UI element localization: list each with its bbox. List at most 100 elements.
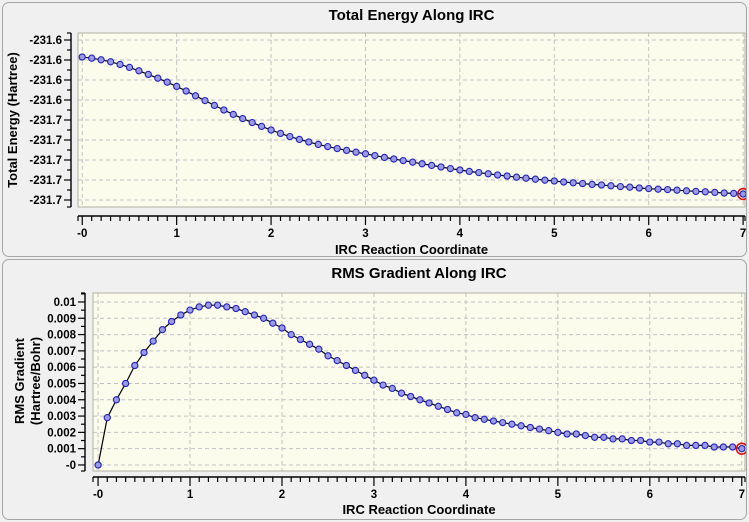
data-point-marker[interactable] <box>167 317 176 326</box>
data-point-marker[interactable] <box>195 303 203 311</box>
data-point-marker[interactable] <box>388 384 396 393</box>
data-point-marker[interactable] <box>201 96 209 105</box>
data-point-marker[interactable] <box>112 396 121 404</box>
data-point-marker[interactable] <box>305 138 313 146</box>
data-point-marker[interactable] <box>257 122 266 131</box>
data-point-marker[interactable] <box>654 185 662 193</box>
data-point-marker[interactable] <box>728 443 737 451</box>
data-point-marker[interactable] <box>663 185 672 194</box>
data-point-marker[interactable] <box>361 150 370 158</box>
data-point-marker[interactable] <box>140 348 148 357</box>
data-point-marker[interactable] <box>154 74 162 82</box>
data-point-marker[interactable] <box>397 389 406 397</box>
data-point-marker[interactable] <box>305 340 314 348</box>
data-point-marker[interactable] <box>163 78 171 86</box>
data-point-marker[interactable] <box>213 301 222 309</box>
data-point-marker[interactable] <box>550 177 558 185</box>
data-point-marker[interactable] <box>94 461 102 469</box>
data-point-marker[interactable] <box>416 396 424 404</box>
data-point-marker[interactable] <box>645 184 653 193</box>
data-point-marker[interactable] <box>241 308 249 316</box>
data-point-marker[interactable] <box>480 415 488 423</box>
data-point-marker[interactable] <box>522 174 530 182</box>
data-point-marker[interactable] <box>531 175 540 183</box>
data-point-marker[interactable] <box>144 70 152 79</box>
data-point-marker[interactable] <box>563 430 571 438</box>
data-point-marker[interactable] <box>276 129 285 138</box>
data-point-marker[interactable] <box>220 106 228 114</box>
data-point-marker[interactable] <box>453 409 461 417</box>
data-point-marker[interactable] <box>503 172 511 180</box>
data-point-marker[interactable] <box>399 156 407 165</box>
data-point-marker[interactable] <box>475 168 483 177</box>
data-point-marker[interactable] <box>223 303 231 311</box>
data-point-marker[interactable] <box>131 361 139 370</box>
plot-area[interactable] <box>93 293 745 471</box>
data-point-marker[interactable] <box>121 379 130 388</box>
data-point-marker[interactable] <box>116 60 124 69</box>
rms-gradient-plot-canvas[interactable]: -0 1 2 3 4 5 6 7 0.01 0.009 0.008 0.007 0.006 0.005 0.… <box>3 260 746 519</box>
data-point-marker[interactable] <box>499 418 507 427</box>
data-point-marker[interactable] <box>103 414 111 422</box>
data-point-marker[interactable] <box>692 441 700 450</box>
data-point-marker[interactable] <box>135 67 143 75</box>
data-point-marker[interactable] <box>578 179 587 188</box>
data-point-marker[interactable] <box>286 132 294 141</box>
data-point-marker[interactable] <box>710 443 718 451</box>
data-point-marker[interactable] <box>701 441 709 450</box>
data-point-marker[interactable] <box>186 306 194 314</box>
data-point-marker[interactable] <box>259 314 268 322</box>
data-point-marker[interactable] <box>437 163 445 171</box>
data-point-marker[interactable] <box>342 361 351 370</box>
data-point-marker[interactable] <box>125 63 134 72</box>
data-point-marker[interactable] <box>361 371 369 379</box>
data-point-marker[interactable] <box>407 392 415 401</box>
data-point-marker[interactable] <box>425 399 433 407</box>
data-point-marker[interactable] <box>149 337 157 345</box>
data-point-marker[interactable] <box>88 54 96 62</box>
data-point-marker[interactable] <box>738 445 746 453</box>
data-point-marker[interactable] <box>590 433 599 441</box>
data-point-marker[interactable] <box>296 335 305 344</box>
data-point-marker[interactable] <box>609 435 617 443</box>
data-point-marker[interactable] <box>287 330 295 339</box>
data-point-marker[interactable] <box>493 171 502 179</box>
data-point-marker[interactable] <box>315 345 323 353</box>
data-point-marker[interactable] <box>739 190 746 198</box>
data-point-marker[interactable] <box>720 189 728 197</box>
data-point-marker[interactable] <box>607 182 615 190</box>
data-point-marker[interactable] <box>711 188 719 197</box>
data-point-marker[interactable] <box>701 188 709 196</box>
data-point-marker[interactable] <box>97 56 105 64</box>
data-point-marker[interactable] <box>517 422 525 430</box>
data-point-marker[interactable] <box>418 160 426 168</box>
data-point-marker[interactable] <box>673 186 681 194</box>
data-point-marker[interactable] <box>380 153 389 162</box>
data-point-marker[interactable] <box>370 376 378 384</box>
data-point-marker[interactable] <box>626 183 634 191</box>
data-point-marker[interactable] <box>379 381 387 389</box>
data-point-marker[interactable] <box>158 326 167 334</box>
data-point-marker[interactable] <box>333 356 341 365</box>
data-point-marker[interactable] <box>635 184 643 192</box>
data-point-marker[interactable] <box>371 151 379 160</box>
selected-point-ring[interactable] <box>735 442 746 455</box>
data-point-marker[interactable] <box>526 423 534 432</box>
data-point-marker[interactable] <box>655 438 663 446</box>
data-point-marker[interactable] <box>248 118 256 127</box>
data-point-marker[interactable] <box>664 440 672 448</box>
data-point-marker[interactable] <box>512 173 521 181</box>
data-point-marker[interactable] <box>191 92 200 100</box>
data-point-marker[interactable] <box>560 178 568 186</box>
data-point-marker[interactable] <box>484 170 492 178</box>
data-point-marker[interactable] <box>78 53 86 61</box>
data-point-marker[interactable] <box>232 304 240 313</box>
data-point-marker[interactable] <box>210 101 219 110</box>
data-point-marker[interactable] <box>692 187 700 196</box>
data-point-marker[interactable] <box>324 142 332 151</box>
data-point-marker[interactable] <box>646 438 654 446</box>
data-point-marker[interactable] <box>682 187 691 195</box>
data-point-marker[interactable] <box>250 311 259 319</box>
data-point-marker[interactable] <box>409 158 417 166</box>
data-point-marker[interactable] <box>627 436 636 445</box>
